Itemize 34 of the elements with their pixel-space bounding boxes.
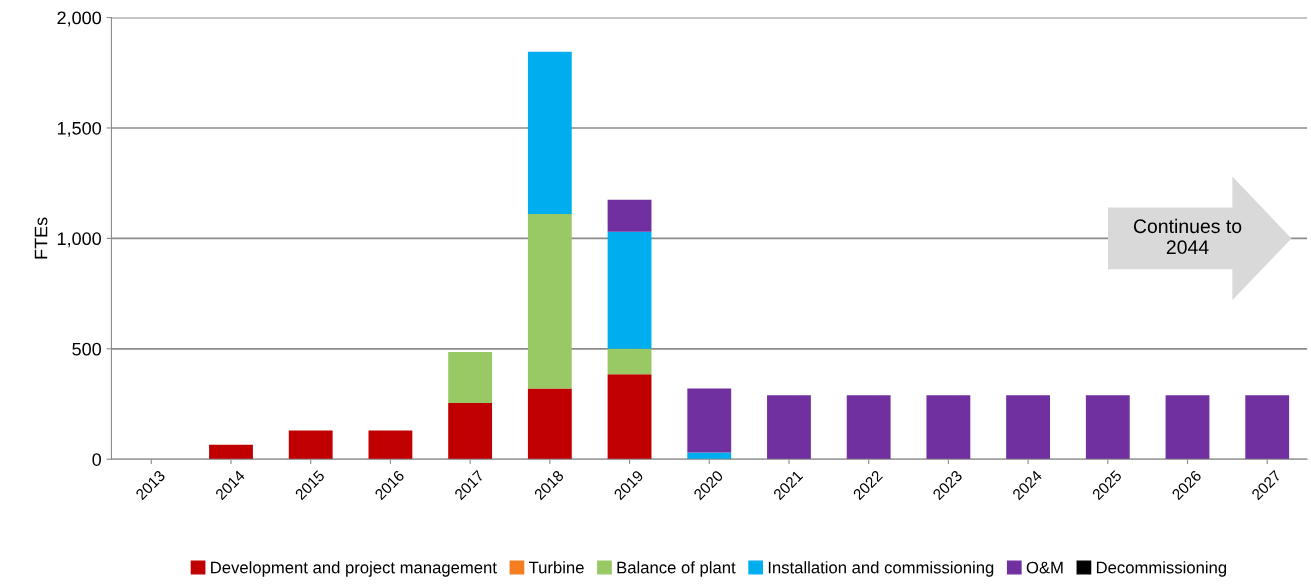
bar [448, 402, 493, 460]
bar [607, 199, 652, 232]
bar [1085, 395, 1130, 460]
annotation: Continues to 2044 [1133, 218, 1242, 255]
bar [1006, 395, 1051, 460]
y-tick-label: 2,000 [57, 11, 102, 27]
y-tick-label: 500 [72, 342, 102, 356]
bar [1245, 395, 1290, 460]
bar [209, 444, 253, 460]
legend-label: Decommissioning [1096, 561, 1227, 577]
legend-label: Balance of plant [617, 561, 736, 577]
bar [527, 51, 572, 215]
legend-label: Development and project management [211, 561, 497, 577]
bar [288, 430, 333, 460]
legend-label: O&M [1026, 561, 1063, 574]
y-tick-label: 1,500 [57, 121, 102, 137]
bar [926, 395, 971, 460]
bar [607, 374, 652, 460]
y-tick-label: 0 [92, 453, 102, 466]
bar [1165, 395, 1210, 460]
bar [767, 395, 811, 460]
bar [687, 452, 732, 460]
bar [687, 388, 732, 453]
legend-label: Turbine [528, 561, 584, 574]
bar [527, 214, 572, 389]
bar [607, 348, 652, 375]
bar [368, 430, 413, 460]
legend-label: Installation and commissioning [768, 561, 994, 577]
bar [607, 231, 652, 349]
bar [846, 395, 891, 460]
y-tick-label: 1,000 [57, 232, 102, 248]
bar [448, 352, 493, 403]
bar [527, 388, 572, 460]
y-axis-title: FTEs [34, 217, 48, 259]
